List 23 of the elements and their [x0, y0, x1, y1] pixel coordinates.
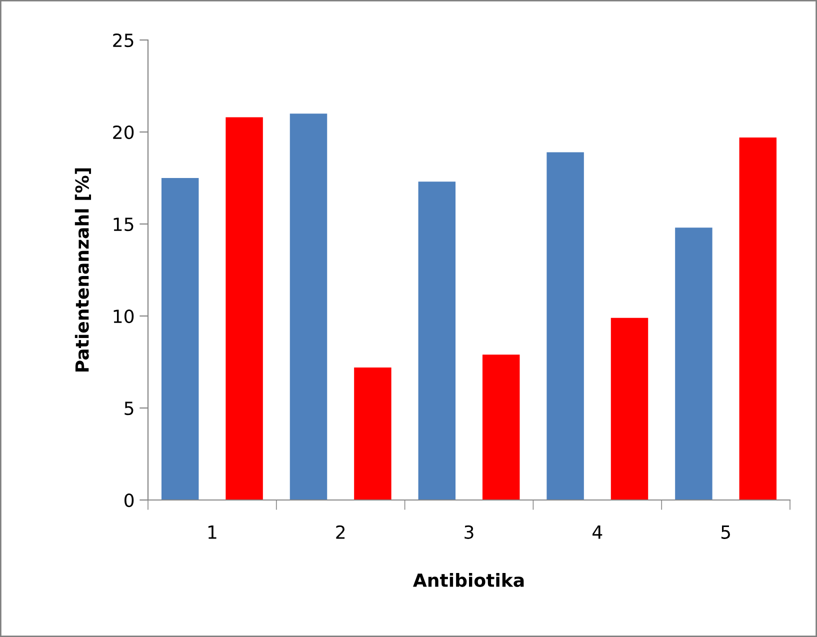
y-tick-label: 10: [114, 309, 134, 324]
y-axis-title: Patientenanzahl [%]: [74, 168, 92, 372]
bar: [354, 368, 392, 500]
y-tick-label: 25: [113, 33, 134, 48]
bar: [418, 182, 456, 500]
x-tick-label: 3: [464, 525, 474, 539]
y-tick-label: 5: [124, 402, 134, 416]
bar: [546, 152, 584, 500]
bar: [610, 318, 648, 500]
bar: [675, 228, 712, 500]
x-tick-label: 4: [592, 526, 602, 539]
x-axis-title: Antibiotika: [413, 573, 524, 588]
bar: [739, 138, 777, 500]
bar: [482, 354, 520, 500]
x-tick-label: 5: [721, 526, 730, 539]
y-tick-label: 20: [113, 125, 134, 140]
y-tick-label: 15: [114, 218, 134, 232]
x-tick-label: 2: [336, 525, 345, 539]
y-tick-label: 0: [124, 493, 134, 508]
bar: [290, 114, 328, 500]
bar: [226, 117, 263, 500]
x-tick-label: 1: [208, 526, 216, 539]
bar: [161, 178, 199, 500]
